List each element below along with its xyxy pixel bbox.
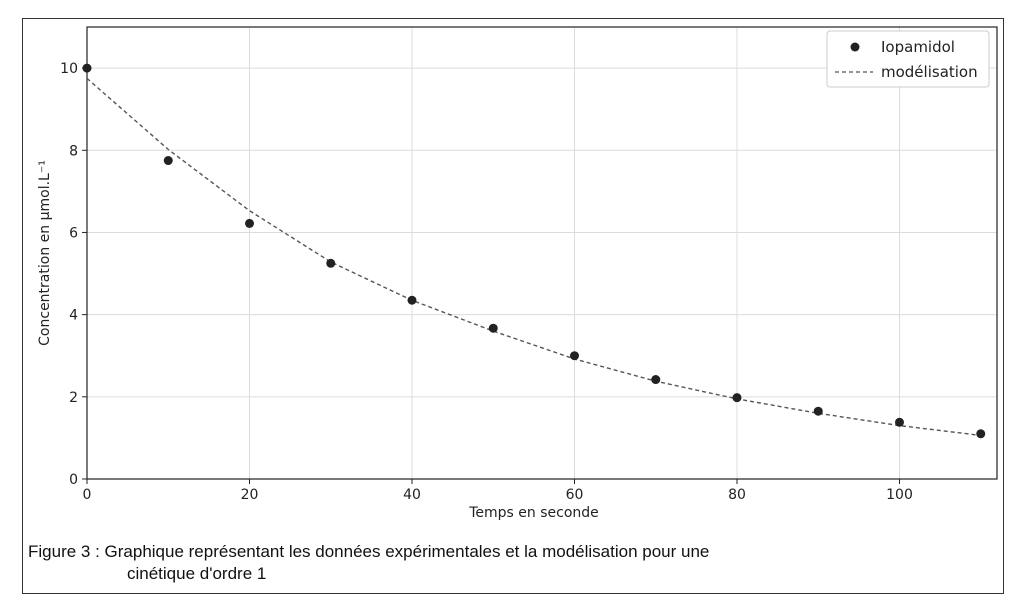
- y-axis-label: Concentration en μmol.L⁻¹: [37, 160, 53, 346]
- legend-box: [826, 30, 990, 88]
- caption-line-1: Figure 3 : Graphique représentant les do…: [28, 542, 710, 561]
- figure-frame: 0 20 40 60 80 100 0 2 4 6 8 10 Temps en seconde Con…: [22, 18, 1004, 594]
- data-point-iopamidol: [82, 63, 92, 73]
- legend-label-iopamidol: Iopamidol: [881, 38, 955, 56]
- data-point-iopamidol: [732, 393, 742, 403]
- x-axis-label: Temps en seconde: [468, 505, 599, 521]
- data-point-iopamidol: [976, 429, 986, 439]
- x-tick-label: 100: [886, 487, 913, 503]
- y-tick-label: 10: [60, 61, 78, 77]
- caption-line-2: cinétique d'ordre 1: [127, 564, 267, 583]
- y-tick-label: 4: [69, 308, 78, 324]
- legend-label-modelisation: modélisation: [881, 63, 978, 81]
- series-line-modelisation: [86, 77, 981, 437]
- data-point-iopamidol: [570, 351, 579, 361]
- y-tick-label: 2: [69, 390, 78, 406]
- series: [82, 63, 986, 439]
- data-point-iopamidol: [488, 323, 498, 333]
- data-point-iopamidol: [326, 258, 336, 268]
- legend: Iopamidol modélisation: [826, 30, 990, 88]
- data-point-iopamidol: [245, 218, 254, 228]
- x-tick-label: 40: [403, 487, 421, 503]
- y-tick-label: 0: [69, 472, 78, 488]
- data-point-iopamidol: [407, 295, 417, 305]
- x-tick-label: 0: [83, 487, 92, 503]
- x-tick-label: 20: [241, 487, 259, 503]
- chart: 0 20 40 60 80 100 0 2 4 6 8 10 Temps en seconde Con…: [37, 26, 998, 521]
- y-tick-label: 6: [69, 225, 78, 241]
- legend-marker-iopamidol: [850, 42, 860, 52]
- y-tick-label: 8: [69, 143, 78, 159]
- ticks: 0 20 40 60 80 100 0 2 4 6 8 10: [60, 61, 913, 503]
- data-point-iopamidol: [895, 417, 904, 427]
- data-point-iopamidol: [651, 375, 661, 385]
- x-tick-label: 80: [728, 487, 746, 503]
- data-point-iopamidol: [813, 406, 823, 416]
- data-point-iopamidol: [163, 156, 173, 166]
- x-tick-label: 60: [566, 487, 584, 503]
- grid: [86, 27, 997, 480]
- figure-caption: Figure 3 : Graphique représentant les do…: [28, 541, 988, 585]
- plot-area: [86, 26, 998, 480]
